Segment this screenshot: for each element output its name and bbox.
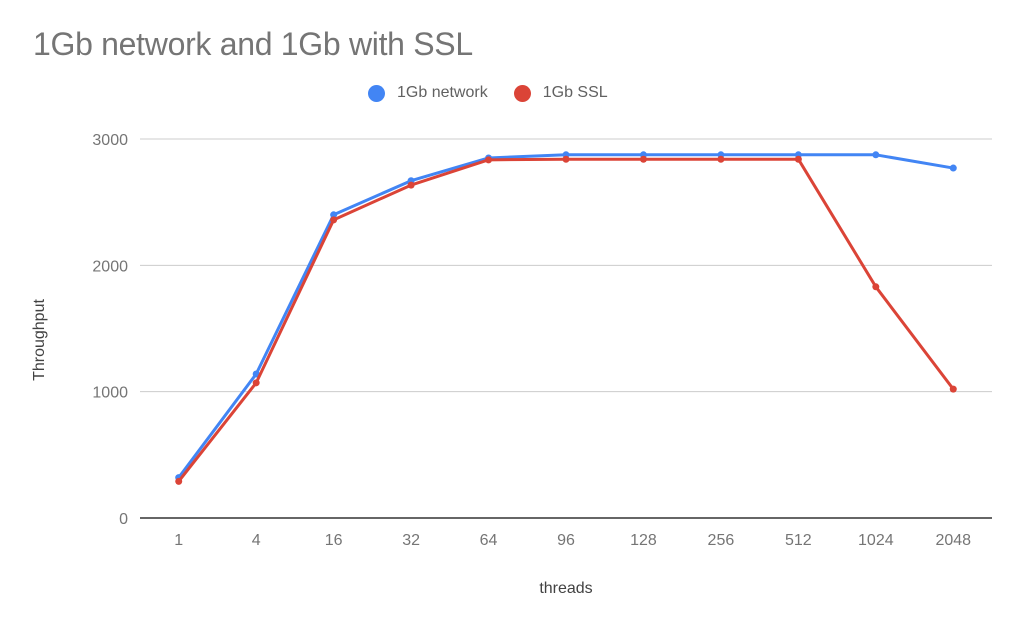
x-axis-label: threads [539,580,593,597]
data-point[interactable] [872,283,880,291]
legend-item-network: 1Gb network [368,84,488,102]
legend-item-ssl: 1Gb SSL [513,84,608,102]
x-tick-label: 96 [557,532,575,549]
x-tick-label: 256 [708,532,735,549]
x-tick-label: 128 [630,532,657,549]
chart-title: 1Gb network and 1Gb with SSL [33,26,473,62]
data-series [175,151,957,485]
legend-dot-blue-icon [368,84,385,102]
data-point[interactable] [485,156,493,164]
data-point[interactable] [252,379,260,387]
series-line [177,157,955,483]
series-line [177,153,955,480]
x-tick-label: 1 [174,532,183,549]
data-point[interactable] [175,477,183,485]
legend-dot-red-icon [513,84,531,102]
data-point[interactable] [717,155,725,163]
series-1gb-ssl [175,155,957,485]
x-tick-label: 1024 [858,532,894,549]
data-point[interactable] [794,155,802,163]
y-tick-label: 1000 [92,385,128,402]
y-tick-label: 3000 [92,132,128,149]
series-1gb-network [175,151,957,482]
x-tick-label: 4 [252,532,261,549]
x-tick-label: 32 [402,532,420,549]
x-tick-labels: 1 4 16 32 64 96 128 256 512 1024 2048 [174,532,971,549]
x-tick-label: 64 [480,532,498,549]
chart-legend: 1Gb network 1Gb SSL [368,84,634,102]
y-tick-labels: 0 1000 2000 3000 [92,132,128,528]
x-tick-label: 512 [785,532,812,549]
data-point[interactable] [330,216,338,224]
legend-label: 1Gb SSL [542,84,608,101]
data-point[interactable] [562,155,570,163]
data-point[interactable] [407,181,415,189]
data-point[interactable] [639,155,647,163]
data-point[interactable] [330,211,338,219]
y-tick-label: 2000 [92,258,128,275]
y-tick-label: 0 [119,511,128,528]
data-point[interactable] [872,151,880,159]
gridlines [140,138,992,519]
legend-label: 1Gb network [397,84,488,101]
x-tick-label: 2048 [935,532,971,549]
data-point[interactable] [949,385,957,393]
data-point[interactable] [949,164,957,172]
x-tick-label: 16 [325,532,343,549]
